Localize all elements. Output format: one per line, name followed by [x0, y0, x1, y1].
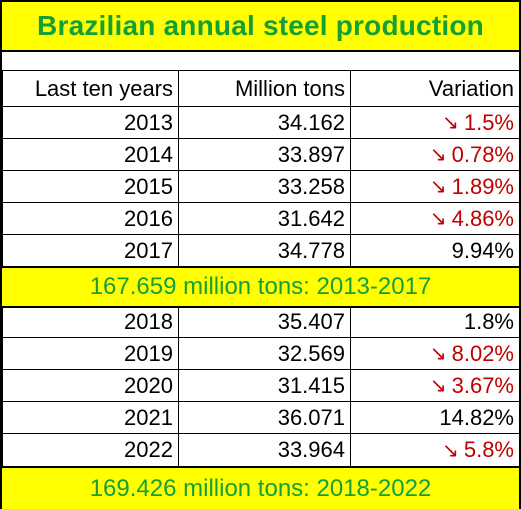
year-cell: 2017	[2, 235, 179, 266]
table-row: 2015 33.258 ↘ 1.89%	[2, 171, 519, 203]
year-cell: 2021	[2, 402, 179, 433]
year-cell: 2022	[2, 434, 179, 466]
down-right-arrow-icon: ↘	[429, 176, 447, 198]
table-header: Last ten years Million tons Variation	[2, 70, 519, 107]
down-right-arrow-icon: ↘	[442, 439, 459, 462]
table-body-2013-2017: 2013 34.162 ↘ 1.5% 2014 33.897 ↘ 0.78% 2015 33.25…	[2, 107, 519, 267]
table-body-2018-2022: 2018 35.407 1.8% 2019 32.569 ↘ 8.02% 2020 31.415…	[2, 306, 519, 466]
production-cell: 33.964	[179, 434, 351, 466]
variation-value: 4.86%	[451, 205, 514, 231]
summary-2013-2017: 167.659 million tons: 2013-2017	[2, 266, 519, 308]
production-cell: 34.162	[179, 107, 351, 138]
header-variation: Variation	[428, 75, 514, 101]
variation-value: 14.82%	[439, 404, 514, 430]
down-right-arrow-icon: ↘	[442, 112, 459, 134]
variation-cell: ↘ 3.67%	[351, 370, 519, 401]
down-right-arrow-icon: ↘	[429, 144, 447, 166]
production-cell: 33.897	[179, 139, 351, 170]
variation-cell: 1.8%	[351, 306, 519, 337]
down-right-arrow-icon: ↘	[429, 375, 447, 397]
title-spacer	[2, 52, 519, 70]
down-right-arrow-icon: ↘	[429, 208, 447, 230]
variation-value: 0.78%	[451, 141, 514, 167]
variation-cell: 14.82%	[351, 402, 519, 433]
page-title: Brazilian annual steel production	[2, 2, 519, 52]
variation-value: 3.67%	[451, 372, 514, 398]
variation-value: 8.02%	[451, 340, 514, 366]
production-cell: 33.258	[179, 171, 351, 202]
year-cell: 2018	[2, 306, 179, 337]
summary-2018-2022: 169.426 million tons: 2018-2022	[2, 466, 519, 509]
year-cell: 2019	[2, 338, 179, 369]
production-cell: 32.569	[179, 338, 351, 369]
table-row: 2013 34.162 ↘ 1.5%	[2, 107, 519, 139]
production-cell: 36.071	[179, 402, 351, 433]
header-production: Million tons	[179, 71, 351, 106]
production-cell: 34.778	[179, 235, 351, 266]
production-cell: 31.642	[179, 203, 351, 234]
header-row: Last ten years Million tons Variation	[2, 70, 519, 107]
year-cell: 2013	[2, 107, 179, 138]
variation-cell: ↘ 4.86%	[351, 203, 519, 234]
variation-cell: ↘ 1.89%	[351, 171, 519, 202]
down-right-arrow-icon: ↘	[429, 343, 447, 365]
year-cell: 2016	[2, 203, 179, 234]
variation-value: 1.5%	[463, 109, 514, 135]
production-cell: 35.407	[179, 306, 351, 337]
variation-value: 1.8%	[463, 308, 514, 334]
variation-cell: ↘ 0.78%	[351, 139, 519, 170]
year-cell: 2015	[2, 171, 179, 202]
variation-cell: ↘ 1.5%	[351, 107, 519, 138]
table-row: 2021 36.071 14.82%	[2, 402, 519, 434]
variation-cell: 9.94%	[351, 235, 519, 266]
variation-cell: ↘ 5.8%	[351, 434, 519, 466]
table-row: 2020 31.415 ↘ 3.67%	[2, 370, 519, 402]
table-row: 2018 35.407 1.8%	[2, 306, 519, 338]
table-row: 2019 32.569 ↘ 8.02%	[2, 338, 519, 370]
table-row: 2016 31.642 ↘ 4.86%	[2, 203, 519, 235]
header-year: Last ten years	[2, 71, 179, 106]
table-row: 2017 34.778 9.94%	[2, 235, 519, 267]
variation-value: 5.8%	[463, 437, 514, 462]
table-row: 2014 33.897 ↘ 0.78%	[2, 139, 519, 171]
year-cell: 2020	[2, 370, 179, 401]
variation-value: 1.89%	[451, 173, 514, 199]
table-row: 2022 33.964 ↘ 5.8%	[2, 434, 519, 466]
year-cell: 2014	[2, 139, 179, 170]
production-cell: 31.415	[179, 370, 351, 401]
variation-cell: ↘ 8.02%	[351, 338, 519, 369]
variation-value: 9.94%	[451, 237, 514, 263]
